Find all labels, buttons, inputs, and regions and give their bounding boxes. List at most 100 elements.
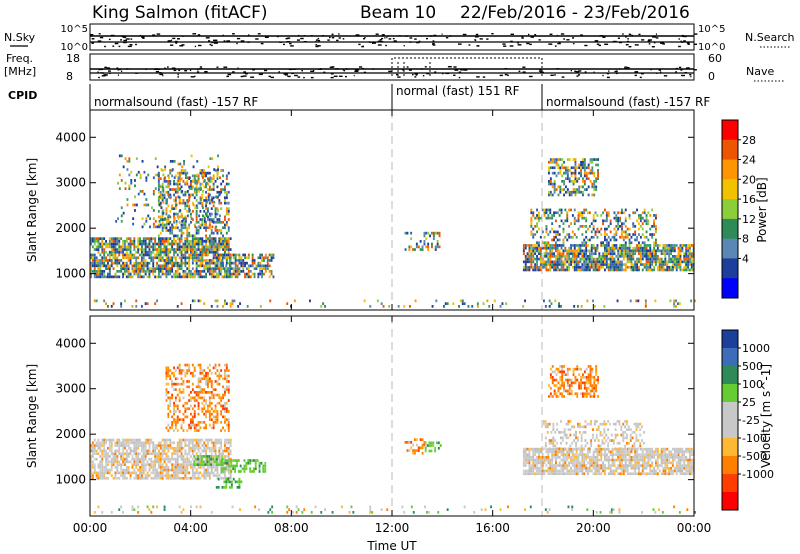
- power-scatter-cell: [583, 182, 586, 186]
- power-scatter-cell: [532, 260, 535, 264]
- velocity-scatter-cell: [178, 455, 181, 458]
- velocity-scatter-cell: [225, 377, 228, 381]
- power-scatter-cell: [630, 255, 633, 258]
- velocity-scatter-cell: [93, 444, 96, 447]
- power-scatter-cell: [125, 256, 128, 260]
- power-scatter-cell: [212, 256, 215, 260]
- power-scatter-cell: [186, 226, 189, 230]
- velocity-scatter-cell: [152, 449, 155, 453]
- power-scatter-cell: [229, 305, 232, 308]
- power-scatter-cell: [205, 207, 207, 210]
- power-scatter-cell: [270, 270, 273, 273]
- velocity-scatter-cell: [93, 463, 96, 466]
- velocity-scatter-cell: [207, 382, 209, 386]
- power-scatter-cell: [566, 177, 569, 180]
- power-scatter-cell: [93, 264, 96, 268]
- strip-noise-mark: [502, 43, 506, 45]
- velocity-scatter-cell: [108, 444, 111, 447]
- strip-noise-mark: [554, 74, 556, 76]
- velocity-scatter-cell: [221, 486, 224, 489]
- power-scatter-cell: [146, 242, 149, 246]
- power-scatter-cell: [163, 261, 166, 265]
- velocity-scatter-cell: [207, 380, 209, 383]
- velocity-scatter-cell: [210, 446, 213, 450]
- power-scatter-cell: [238, 253, 241, 257]
- strip-noise-mark: [397, 76, 401, 78]
- power-scatter-cell: [141, 160, 144, 163]
- strip-noise-mark: [342, 38, 345, 40]
- power-scatter-cell: [596, 246, 599, 250]
- strip-noise-mark: [572, 37, 575, 39]
- strip-noise-mark: [296, 39, 300, 41]
- power-scatter-cell: [581, 268, 584, 272]
- power-scatter-cell: [619, 244, 621, 247]
- power-scatter-cell: [176, 212, 179, 216]
- power-scatter-cell: [112, 302, 115, 305]
- power-scatter-cell: [580, 305, 583, 308]
- power-scatter-cell: [208, 201, 211, 205]
- power-scatter-cell: [253, 259, 256, 262]
- power-scatter-cell: [139, 272, 141, 276]
- power-scatter-cell: [247, 264, 250, 268]
- power-scatter-cell: [592, 252, 595, 255]
- power-scatter-cell: [205, 261, 207, 265]
- velocity-scatter-cell: [182, 460, 185, 464]
- velocity-scatter-cell: [161, 455, 164, 458]
- velocity-scatter-cell: [216, 412, 219, 416]
- power-scatter-cell: [197, 229, 200, 232]
- power-scatter-cell: [135, 267, 138, 270]
- velocity-scatter-cell: [197, 441, 200, 445]
- velocity-scatter-cell: [99, 449, 102, 453]
- power-scatter-cell: [146, 245, 149, 249]
- velocity-scatter-cell: [184, 463, 187, 466]
- power-scatter-cell: [103, 259, 106, 262]
- power-scatter-cell: [621, 235, 623, 239]
- power-scatter-cell: [587, 265, 589, 269]
- power-scatter-cell: [438, 245, 441, 249]
- power-scatter-cell: [190, 180, 192, 183]
- velocity-scatter-cell: [112, 455, 115, 458]
- power-scatter-cell: [423, 242, 426, 246]
- power-scatter-cell: [120, 248, 123, 251]
- power-scatter-cell: [564, 235, 567, 239]
- power-scatter-cell: [570, 249, 572, 253]
- power-scatter-cell: [543, 208, 546, 212]
- velocity-scatter-cell: [212, 366, 215, 370]
- velocity-scatter-cell: [193, 429, 196, 432]
- power-scatter-cell: [108, 245, 111, 249]
- power-scatter-cell: [95, 264, 98, 268]
- velocity-scatter-cell: [144, 476, 147, 480]
- power-scatter-cell: [222, 180, 224, 183]
- strip-noise-mark: [388, 70, 392, 73]
- power-scatter-cell: [632, 263, 635, 266]
- strip-noise-mark: [260, 42, 264, 45]
- power-scatter-cell: [588, 263, 591, 266]
- power-scatter-cell: [180, 248, 183, 251]
- power-scatter-cell: [150, 256, 153, 260]
- velocity-scatter-cell: [184, 441, 187, 445]
- strip-noise-mark: [355, 34, 360, 36]
- strip-noise-mark: [331, 33, 334, 35]
- power-scatter-cell: [173, 261, 175, 265]
- velocity-scatter-cell: [174, 421, 177, 424]
- power-scatter-cell: [142, 259, 145, 262]
- power-scatter-cell: [548, 190, 550, 194]
- power-scatter-cell: [133, 242, 136, 246]
- velocity-scatter-cell: [120, 471, 123, 475]
- power-scatter-cell: [168, 184, 170, 188]
- velocity-scatter-cell: [206, 457, 209, 461]
- velocity-scatter-cell: [144, 457, 147, 461]
- power-scatter-cell: [205, 234, 207, 238]
- velocity-scatter-cell: [437, 446, 440, 450]
- strip-noise-mark: [99, 36, 104, 39]
- strip-noise-mark: [608, 70, 610, 72]
- velocity-scatter-cell: [171, 371, 174, 375]
- power-scatter-cell: [207, 192, 210, 196]
- power-scatter-cell: [174, 248, 177, 251]
- power-scatter-cell: [167, 218, 170, 221]
- power-scatter-cell: [555, 249, 557, 253]
- power-scatter-cell: [161, 169, 164, 172]
- velocity-scatter-cell: [203, 388, 206, 391]
- power-scatter-cell: [566, 257, 569, 261]
- strip-noise-mark: [412, 73, 414, 76]
